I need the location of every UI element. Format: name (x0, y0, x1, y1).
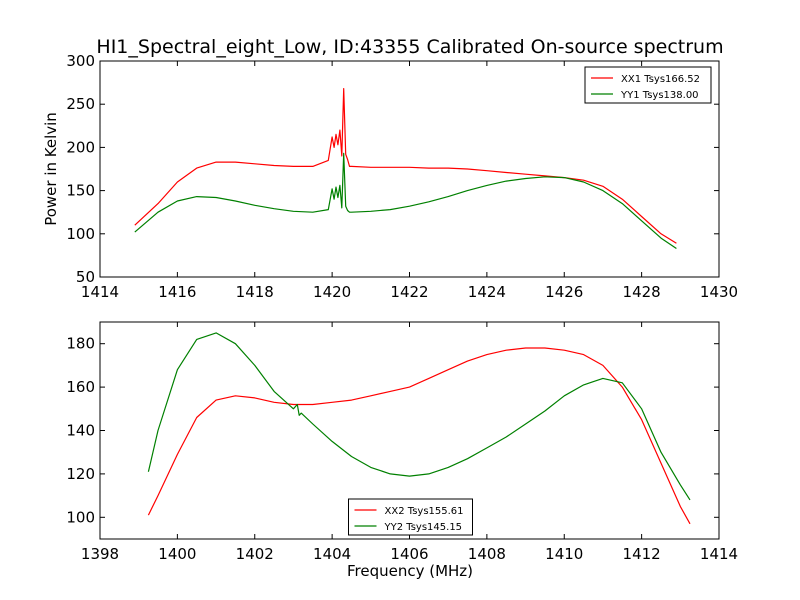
bottom-panel-x-tick-label: 1406 (390, 545, 428, 563)
bottom-panel-legend-box (348, 498, 473, 536)
bottom-panel-x-tick-label: 1408 (468, 545, 506, 563)
top-panel-x-tick-label: 1418 (236, 283, 274, 301)
bottom-panel-y-tick-label: 160 (66, 378, 95, 396)
bottom-panel-x-tick-label: 1410 (545, 545, 583, 563)
bottom-panel-legend: XX2 Tsys155.61 YY2 Tsys145.15 (348, 498, 473, 536)
top-panel-x-tick-label: 1416 (158, 283, 196, 301)
top-panel-y-tick-label: 250 (66, 95, 95, 113)
top-panel-x-tick-label: 1420 (313, 283, 351, 301)
top-panel-legend-box (584, 66, 712, 104)
top-panel-x-tick-label: 1424 (468, 283, 506, 301)
top-panel-legend-label: YY1 Tsys138.00 (620, 90, 699, 101)
top-panel-x-tick-label: 1428 (623, 283, 661, 301)
bottom-panel-series-yy2 (147, 332, 691, 501)
top-panel-series-yy1 (134, 152, 677, 249)
bottom-panel-x-axis-label: Frequency (MHz) (347, 562, 473, 580)
bottom-panel-x-tick-label: 1404 (313, 545, 351, 563)
top-panel-x-tick-label: 1426 (545, 283, 583, 301)
bottom-panel-y-tick-label: 100 (66, 508, 95, 526)
bottom-panel-y-tick-label: 120 (66, 465, 95, 483)
top-panel-legend: XX1 Tsys166.52 YY1 Tsys138.00 (584, 66, 712, 104)
bottom-panel-x-tick-label: 1400 (158, 545, 196, 563)
top-panel-y-tick-label: 150 (66, 182, 95, 200)
top-panel: Power in Kelvin 1414 1416 1418 1420 1422 1424… (42, 52, 738, 301)
top-panel-x-tick-label: 1430 (700, 283, 738, 301)
top-panel-x-tick-label: 1422 (390, 283, 428, 301)
top-panel-y-tick-label: 200 (66, 138, 95, 156)
bottom-panel: Frequency (MHz) 1398 1400 1402 1404 1406 1408… (66, 321, 738, 580)
bottom-panel-y-tick-label: 140 (66, 422, 95, 440)
top-panel-y-axis-label: Power in Kelvin (42, 112, 60, 226)
top-panel-y-tick-label: 50 (76, 268, 95, 286)
top-panel-y-tick-label: 300 (66, 52, 95, 70)
top-panel-x-tick-label: 1414 (81, 283, 119, 301)
bottom-panel-x-tick-label: 1402 (236, 545, 274, 563)
bottom-panel-x-tick-label: 1398 (81, 545, 119, 563)
bottom-panel-legend-label: XX2 Tsys155.61 (385, 506, 464, 517)
top-panel-legend-label: XX1 Tsys166.52 (621, 74, 700, 85)
bottom-panel-series-xx2 (147, 347, 691, 525)
bottom-panel-y-tick-label: 180 (66, 335, 95, 353)
bottom-panel-legend-label: YY2 Tsys145.15 (384, 522, 463, 533)
chart-title: HI1_Spectral_eight_Low, ID:43355 Calibra… (96, 36, 723, 58)
bottom-panel-x-tick-label: 1412 (623, 545, 661, 563)
top-panel-y-tick-label: 100 (66, 225, 95, 243)
bottom-panel-x-tick-label: 1414 (700, 545, 738, 563)
